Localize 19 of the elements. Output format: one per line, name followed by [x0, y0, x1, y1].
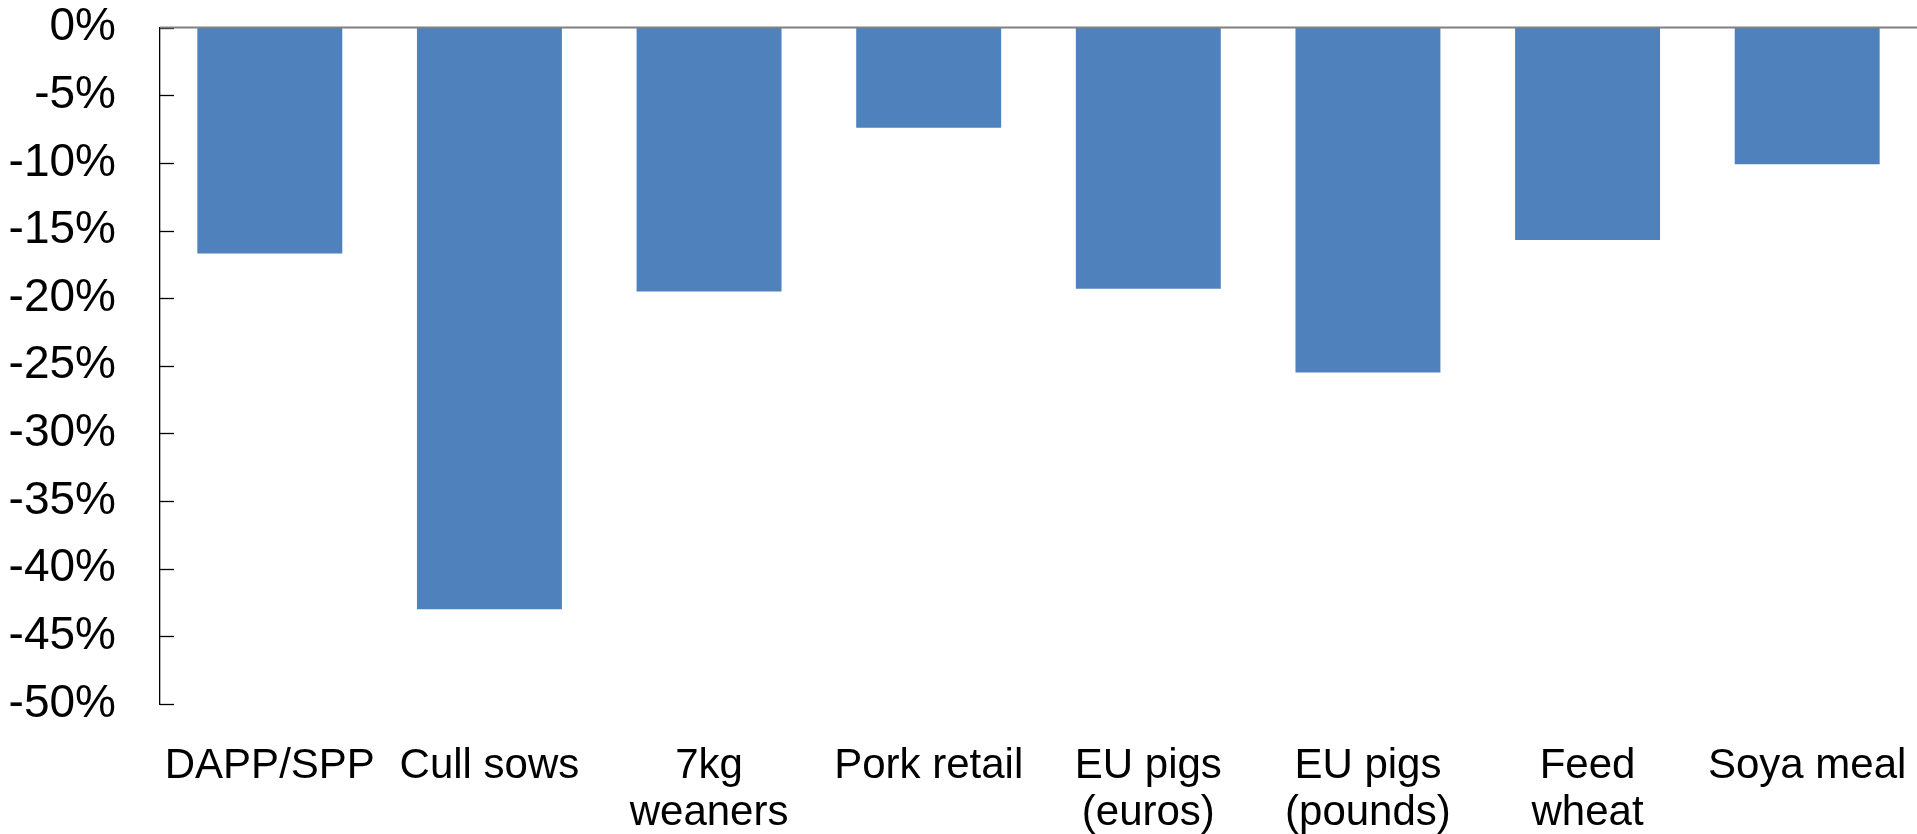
y-tick-label: -35%	[8, 471, 116, 524]
y-tick-label: -50%	[8, 674, 116, 727]
x-tick-label: EU pigs (pounds)	[1285, 739, 1451, 834]
y-tick-label: -10%	[8, 133, 116, 186]
y-tick-label: -5%	[34, 65, 116, 118]
y-tick-label: -15%	[8, 201, 116, 254]
x-tick-label: Soya meal	[1707, 739, 1907, 787]
x-tick-label: Pork retail	[834, 739, 1024, 787]
y-tick-label: -40%	[8, 539, 116, 592]
y-tick-label: -45%	[8, 607, 116, 660]
x-tick-label: 7kg weaners	[628, 739, 789, 834]
y-tick-label: -25%	[8, 336, 116, 389]
x-tick-label: EU pigs (euros)	[1074, 739, 1222, 834]
x-tick-label: Cull sows	[399, 739, 580, 787]
y-tick-label: -20%	[8, 268, 116, 321]
y-tick-label: -30%	[8, 404, 116, 457]
x-tick-label: Feed wheat	[1530, 739, 1644, 834]
y-tick-label: 0%	[49, 0, 116, 51]
x-tick-label: DAPP/SPP	[164, 739, 375, 787]
